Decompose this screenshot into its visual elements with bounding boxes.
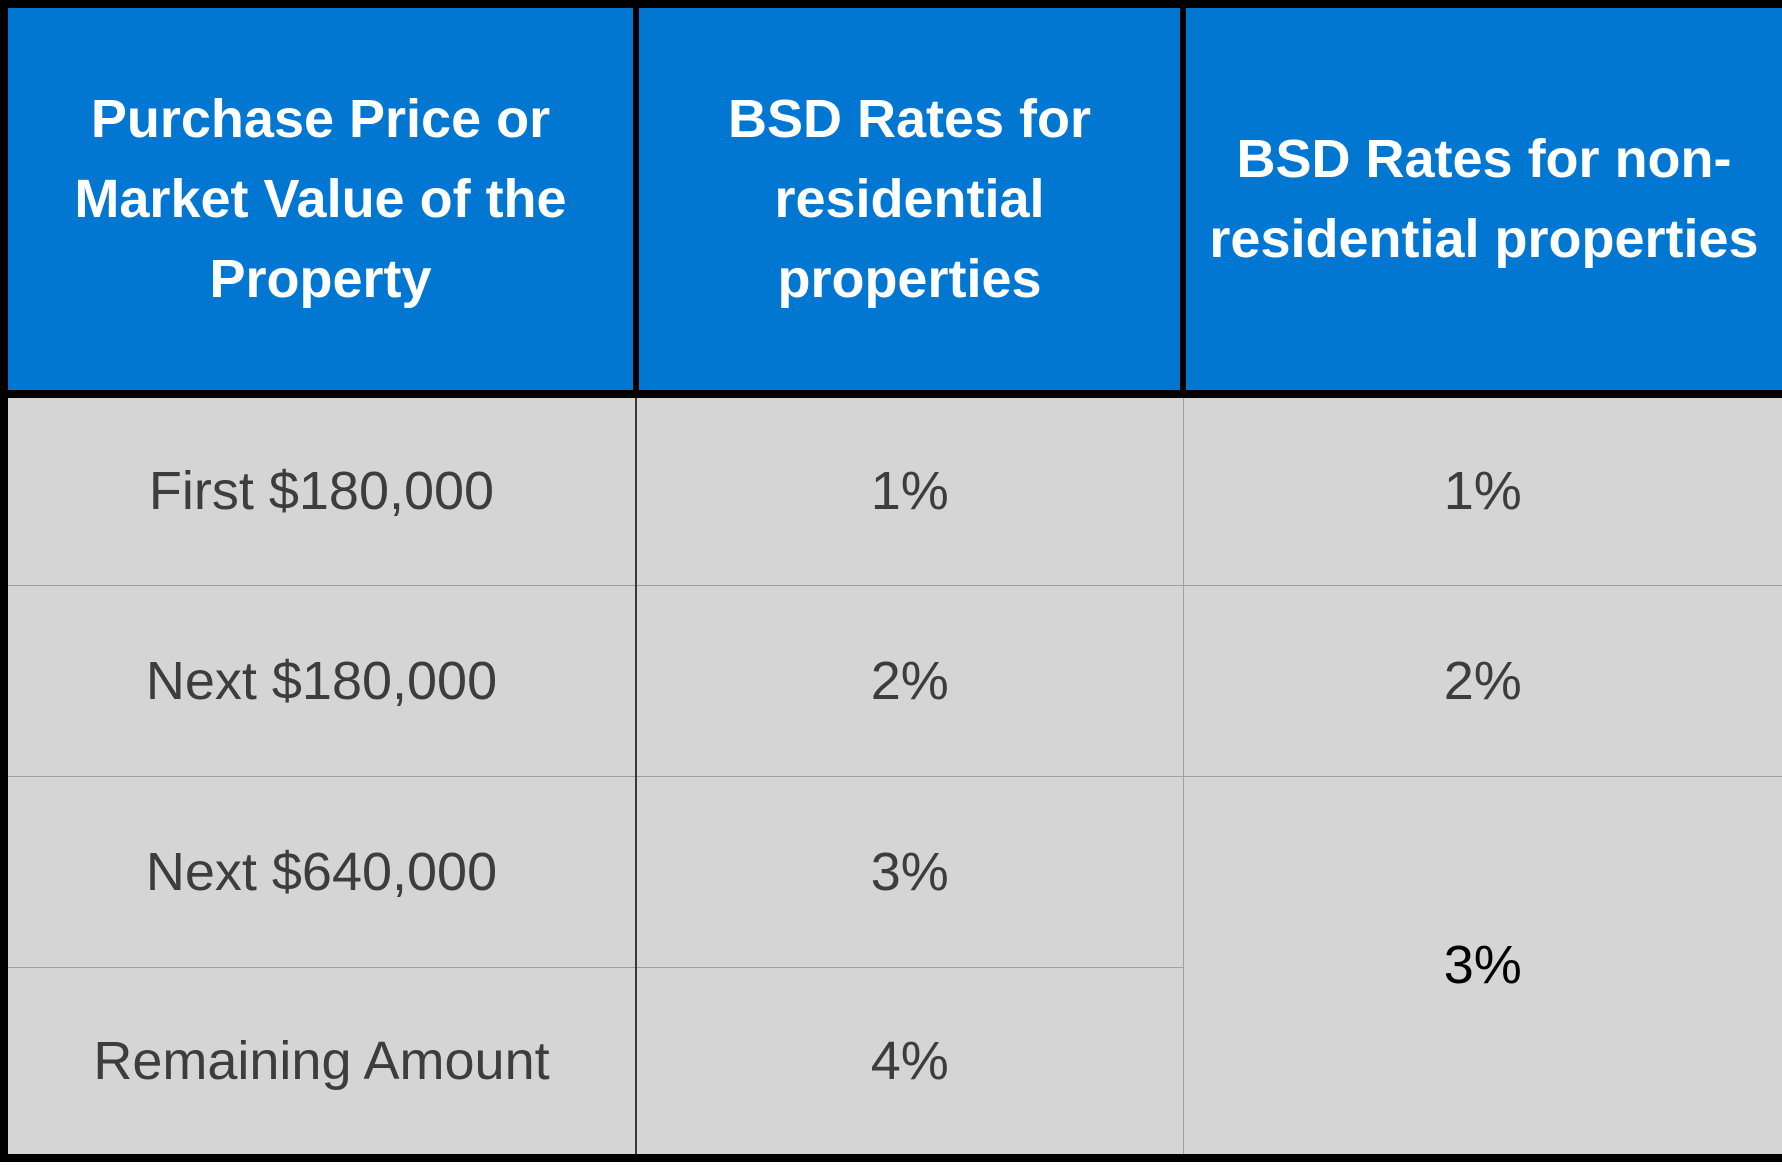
table-header-row: Purchase Price or Market Value of the Pr… [1,1,1782,398]
bracket-cell: First $180,000 [3,393,637,586]
residential-rate-cell: 3% [635,775,1184,968]
non-residential-rate-cell: 1% [1182,393,1782,586]
table-row: Next $640,000 3% 3% [3,775,1782,1159]
residential-rate-cell: 1% [635,393,1184,586]
table-row: Next $180,000 2% 2% [3,584,1782,777]
residential-rate-cell: 2% [635,584,1184,777]
header-residential-rates: BSD Rates for residential properties [633,1,1186,398]
header-purchase-price: Purchase Price or Market Value of the Pr… [1,1,639,398]
bracket-cell: Remaining Amount [3,966,637,1159]
residential-rate-cell: 4% [635,966,1184,1159]
bracket-cell: Next $640,000 [3,775,637,968]
non-residential-rate-cell: 2% [1182,584,1782,777]
bracket-cell: Next $180,000 [3,584,637,777]
header-non-residential-rates: BSD Rates for non-residential properties [1180,1,1782,398]
table-row: Remaining Amount 4% [3,966,1782,1159]
non-residential-merged-rate-cell: 3% [1182,775,1782,1159]
table-row: First $180,000 1% 1% [3,393,1782,586]
